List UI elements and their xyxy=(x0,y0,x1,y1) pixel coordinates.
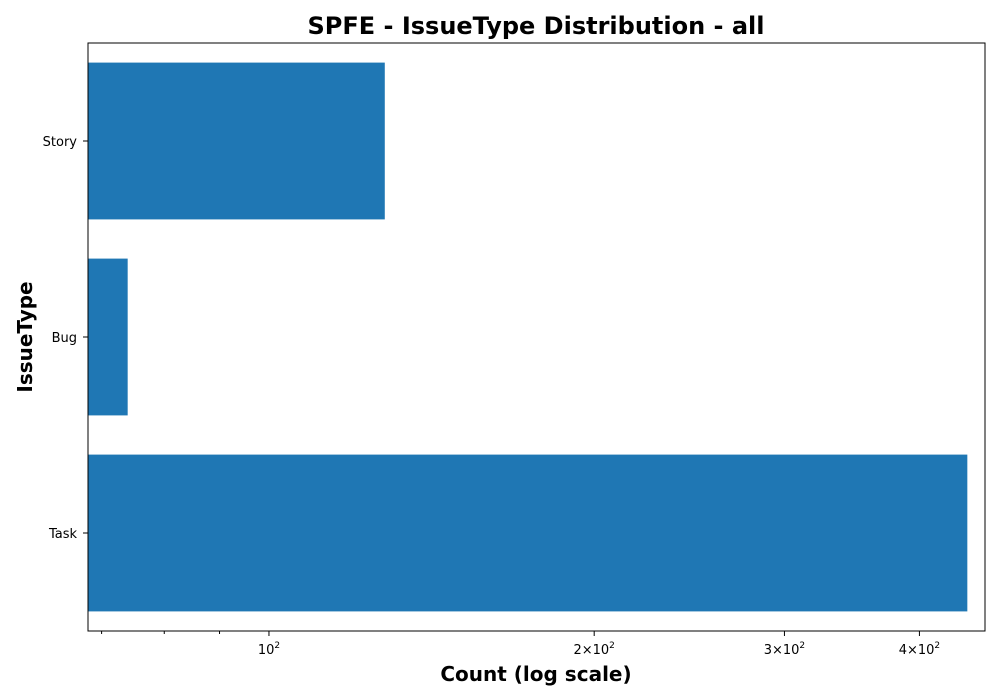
y-tick-label-task: Task xyxy=(48,527,78,542)
y-tick-label-story: Story xyxy=(43,135,78,150)
bar-bug xyxy=(88,258,128,416)
y-axis-label: IssueType xyxy=(13,281,37,392)
x-tick-label: 102 xyxy=(258,641,280,658)
x-tick-label: 4×102 xyxy=(899,641,940,658)
ticks-layer: Task Bug Story 102 2×102 3×102 4×102 xyxy=(43,135,940,658)
y-tick-label-bug: Bug xyxy=(52,331,77,346)
x-tick-label: 3×102 xyxy=(764,641,805,658)
chart-title: SPFE - IssueType Distribution - all xyxy=(307,12,764,40)
x-tick-label: 2×102 xyxy=(573,641,614,658)
x-axis-label: Count (log scale) xyxy=(440,662,631,686)
bars-layer xyxy=(88,62,968,612)
bar-story xyxy=(88,62,385,220)
plot-frame xyxy=(87,42,986,632)
bar-task xyxy=(88,454,968,612)
